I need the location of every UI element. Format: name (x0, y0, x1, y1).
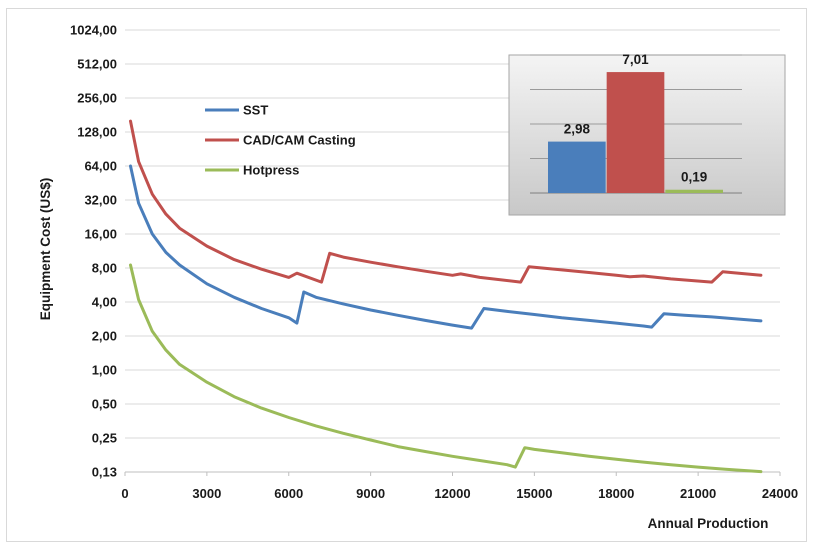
series-line-cad-cam-casting (129, 119, 763, 284)
x-tick-label: 0 (121, 486, 128, 501)
inset-value-label: 2,98 (564, 122, 591, 137)
y-tick-label: 128,00 (77, 125, 117, 140)
x-axis-title: Annual Production (648, 516, 769, 531)
series-line-hotpress (129, 263, 763, 474)
y-tick-label: 32,00 (84, 193, 117, 208)
inset-bar-cad-cam-casting (606, 72, 665, 193)
y-tick-label: 0,25 (92, 431, 117, 446)
x-tick-label: 15000 (516, 486, 552, 501)
x-tick-label: 24000 (762, 486, 798, 501)
y-tick-label: 4,00 (92, 295, 117, 310)
y-tick-label: 512,00 (77, 57, 117, 72)
legend-label: CAD/CAM Casting (243, 133, 356, 148)
series-layer (129, 119, 763, 474)
y-tick-label: 256,00 (77, 91, 117, 106)
x-tick-label: 12000 (434, 486, 470, 501)
y-tick-label: 16,00 (84, 227, 117, 242)
y-tick-label: 2,00 (92, 329, 117, 344)
y-tick-label: 1,00 (92, 363, 117, 378)
y-tick-label: 1024,00 (70, 23, 117, 38)
x-tick-label: 6000 (274, 486, 303, 501)
y-tick-label: 64,00 (84, 159, 117, 174)
inset-value-label: 7,01 (622, 52, 649, 67)
inset-value-label: 0,19 (681, 170, 707, 185)
legend-label: Hotpress (243, 163, 299, 178)
series-line-sst (129, 164, 763, 330)
x-tick-label: 9000 (356, 486, 385, 501)
inset-bar-chart: 2,98 7,01 0,19 (508, 52, 786, 216)
x-tick-label: 21000 (680, 486, 716, 501)
inset-bar-hotpress (665, 189, 723, 193)
legend-label: SST (243, 103, 268, 118)
axis-layer: 0,13 0,25 0,50 1,00 2,00 4,00 8,00 16,00 32,00 64… (70, 23, 798, 502)
legend: SST CAD/CAM Casting Hotpress (205, 103, 356, 178)
x-tick-label: 18000 (598, 486, 634, 501)
y-axis-title: Equipment Cost (US$) (38, 178, 53, 321)
y-tick-label: 0,13 (92, 465, 117, 480)
y-tick-label: 0,50 (92, 397, 117, 412)
inset-bar-sst (548, 141, 606, 193)
x-tick-label: 3000 (192, 486, 221, 501)
y-tick-label: 8,00 (92, 261, 117, 276)
